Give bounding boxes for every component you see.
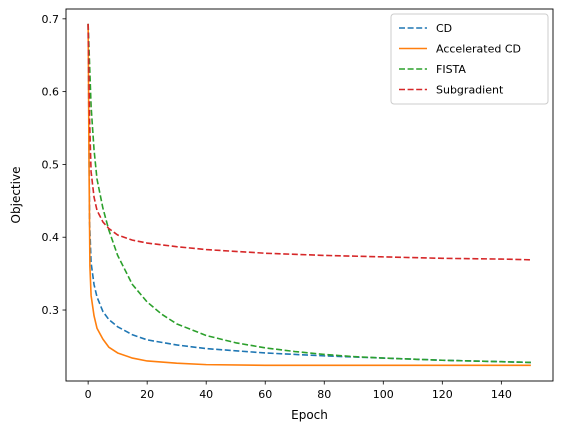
plot-frame	[65, 8, 554, 382]
series-layer	[87, 23, 531, 367]
series-line-accelerated-cd	[87, 23, 531, 367]
legend: CD Accelerated CD FISTA Subgradient	[390, 13, 549, 105]
x-tick-label: 120	[432, 388, 453, 401]
legend-label: Subgradient	[436, 84, 504, 97]
legend-box	[390, 13, 549, 105]
x-tick-label: 40	[199, 388, 213, 401]
legend-label: CD	[436, 22, 452, 35]
x-axis-ticks: 0 20 40 60 80 100 120 140	[85, 381, 512, 401]
x-tick-label: 60	[258, 388, 272, 401]
x-tick-label: 80	[317, 388, 331, 401]
y-axis-ticks: 0.3 0.4 0.5 0.6 0.7	[42, 13, 66, 317]
x-tick-label: 100	[373, 388, 394, 401]
y-axis-label: Objective	[9, 167, 23, 224]
y-tick-label: 0.6	[42, 86, 60, 99]
legend-label: Accelerated CD	[436, 43, 521, 56]
y-tick-label: 0.5	[42, 158, 60, 171]
y-tick-label: 0.7	[42, 13, 60, 26]
y-tick-label: 0.3	[42, 304, 60, 317]
x-axis-label: Epoch	[291, 408, 328, 422]
x-tick-label: 140	[491, 388, 512, 401]
legend-label: FISTA	[436, 63, 466, 76]
x-tick-label: 20	[140, 388, 154, 401]
y-tick-label: 0.4	[42, 231, 60, 244]
x-tick-label: 0	[85, 388, 92, 401]
series-line-fista	[87, 23, 531, 364]
series-line-subgradient	[87, 23, 531, 261]
